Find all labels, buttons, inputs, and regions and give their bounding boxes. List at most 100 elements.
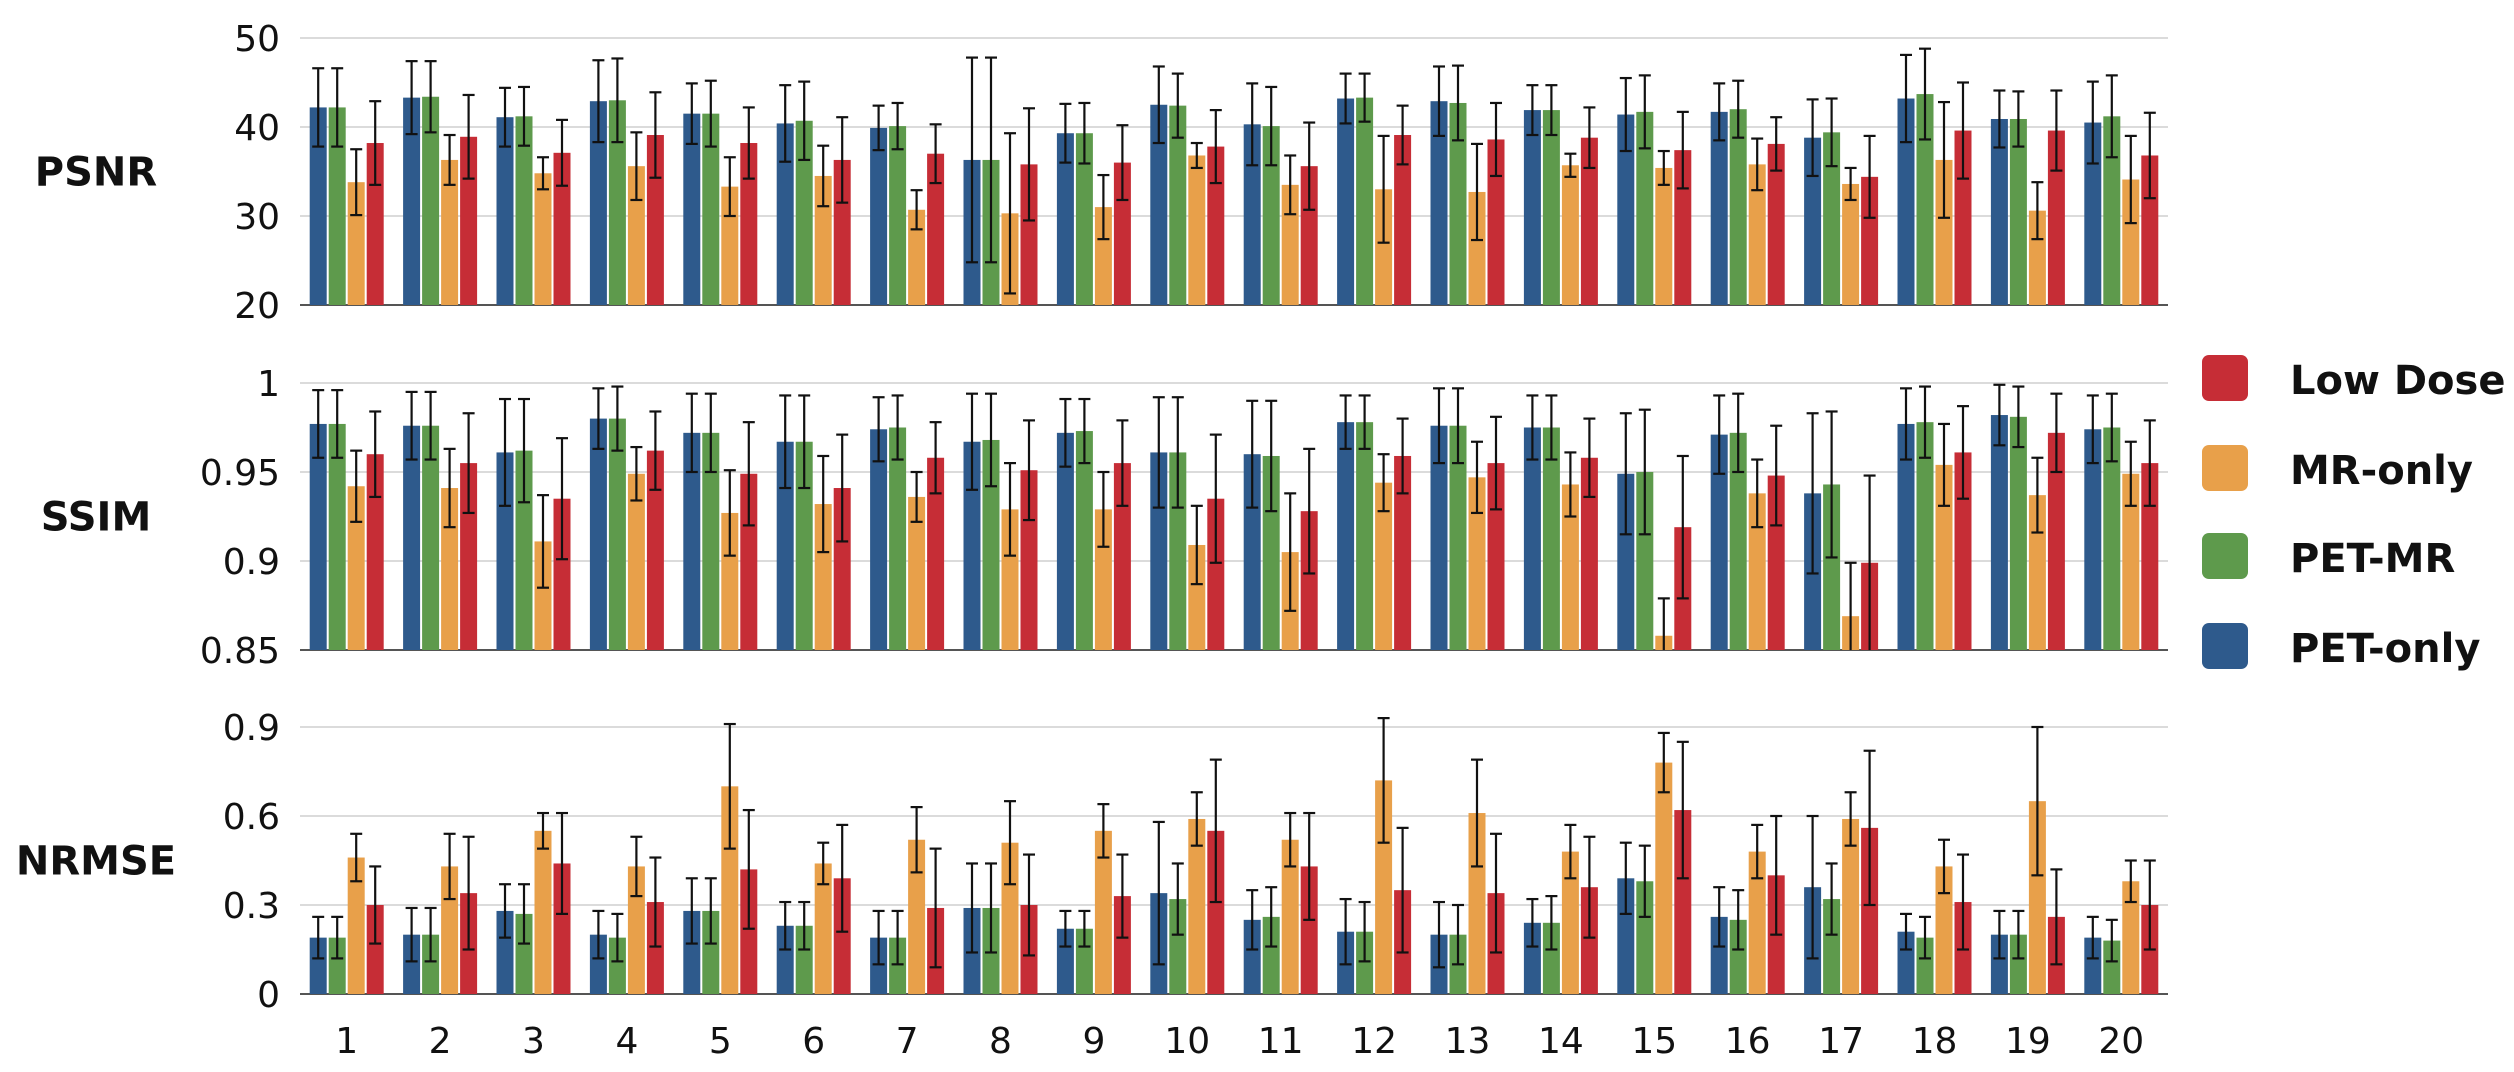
bar-pet-mr-3	[515, 116, 533, 305]
error-bar	[1638, 844, 1651, 918]
error-bar	[1919, 47, 1931, 141]
bar-low-dose-11	[1300, 866, 1318, 994]
error-bar	[929, 421, 942, 495]
error-bar	[1396, 417, 1409, 495]
bar-pet-mr-9	[1075, 928, 1093, 994]
bar-pet-only-7	[870, 937, 888, 994]
error-bar	[312, 389, 325, 459]
error-bar	[537, 494, 549, 589]
bar-pet-mr-9	[1075, 133, 1093, 305]
bar-mr-only-1	[347, 182, 365, 305]
bar-pet-mr-17	[1823, 484, 1841, 650]
y-tick-label: 0.9	[223, 708, 280, 749]
y-tick-label: 0.95	[200, 453, 280, 494]
error-bar	[1825, 410, 1838, 559]
bar-low-dose-14	[1580, 137, 1598, 305]
error-bar	[1863, 474, 1876, 650]
error-bar	[1190, 141, 1203, 170]
bar-low-dose-3	[553, 498, 571, 650]
error-bar	[331, 389, 344, 459]
error-bar	[685, 392, 698, 474]
bar-pet-only-4	[589, 101, 607, 305]
bar-mr-only-12	[1375, 482, 1393, 650]
bar-pet-mr-18	[1916, 937, 1934, 994]
bar-low-dose-12	[1394, 455, 1412, 650]
bar-low-dose-17	[1861, 176, 1879, 305]
y-tick-label: 1	[257, 364, 280, 405]
bar-pet-only-14	[1523, 922, 1541, 994]
bar-pet-mr-18	[1916, 94, 1934, 305]
error-bar	[592, 387, 605, 450]
legend-swatch-mr-only	[2202, 445, 2248, 491]
bar-mr-only-1	[347, 857, 365, 994]
error-bar	[1433, 900, 1445, 969]
error-bar	[1844, 166, 1857, 202]
error-bar	[2050, 868, 2063, 966]
error-bar	[1825, 97, 1838, 168]
bar-pet-mr-1	[328, 423, 346, 650]
bar-low-dose-16	[1767, 143, 1785, 305]
bar-pet-mr-10	[1169, 105, 1187, 305]
bar-low-dose-3	[553, 863, 571, 994]
bar-pet-mr-13	[1449, 102, 1467, 305]
error-bar	[1265, 399, 1278, 513]
bar-mr-only-17	[1842, 183, 1860, 305]
bar-mr-only-7	[908, 839, 926, 994]
error-bar	[1471, 440, 1483, 515]
error-bar	[1246, 82, 1259, 167]
error-bar	[1452, 903, 1464, 966]
x-tick-label: 18	[1912, 1021, 1958, 1062]
bar-low-dose-10	[1207, 830, 1225, 994]
error-bar	[817, 454, 830, 554]
error-bar	[2143, 111, 2156, 200]
error-bar	[1116, 419, 1129, 507]
x-tick-label: 14	[1538, 1021, 1584, 1062]
error-bar	[1171, 72, 1184, 139]
error-bar	[1844, 561, 1857, 650]
bar-pet-only-19	[1990, 118, 2008, 306]
bar-mr-only-10	[1188, 155, 1206, 305]
x-tick-label: 5	[709, 1021, 732, 1062]
error-bar	[742, 808, 755, 930]
error-bar	[1490, 101, 1502, 178]
error-bar	[1676, 110, 1689, 190]
bar-low-dose-10	[1207, 146, 1225, 305]
bar-mr-only-15	[1655, 762, 1673, 994]
error-bar	[1152, 820, 1165, 966]
error-bar	[685, 82, 698, 146]
bar-mr-only-12	[1375, 780, 1393, 994]
error-bar	[798, 394, 811, 490]
error-bar	[1490, 415, 1502, 511]
y-tick-label: 20	[234, 286, 280, 327]
error-bar	[2031, 456, 2044, 534]
x-tick-label: 12	[1351, 1021, 1397, 1062]
y-tick-label: 0.6	[223, 797, 280, 838]
error-bar	[424, 390, 437, 461]
error-bar	[1284, 154, 1297, 216]
error-bar	[1078, 909, 1091, 948]
x-tick-label: 19	[2005, 1021, 2051, 1062]
bar-pet-only-18	[1897, 931, 1915, 994]
error-bar	[312, 915, 325, 960]
bar-mr-only-20	[2122, 179, 2140, 305]
error-bar	[1023, 853, 1035, 957]
bar-pet-only-1	[309, 423, 327, 650]
error-bar	[537, 156, 549, 191]
bar-pet-mr-11	[1262, 126, 1280, 305]
bar-mr-only-19	[2028, 801, 2046, 994]
error-bar	[1863, 749, 1876, 907]
error-bar	[985, 862, 997, 954]
error-bar	[592, 59, 605, 144]
error-bar	[1806, 98, 1819, 178]
bar-low-dose-18	[1954, 452, 1972, 650]
error-bar	[910, 470, 923, 523]
error-bar	[2012, 909, 2025, 960]
legend-swatch-low-dose	[2202, 355, 2248, 401]
error-bar	[331, 915, 344, 960]
x-tick-label: 1	[335, 1021, 358, 1062]
bar-mr-only-15	[1655, 167, 1673, 305]
error-bar	[1751, 137, 1764, 192]
bar-mr-only-3	[534, 830, 552, 994]
bar-mr-only-14	[1561, 851, 1579, 994]
error-bar	[723, 722, 736, 850]
